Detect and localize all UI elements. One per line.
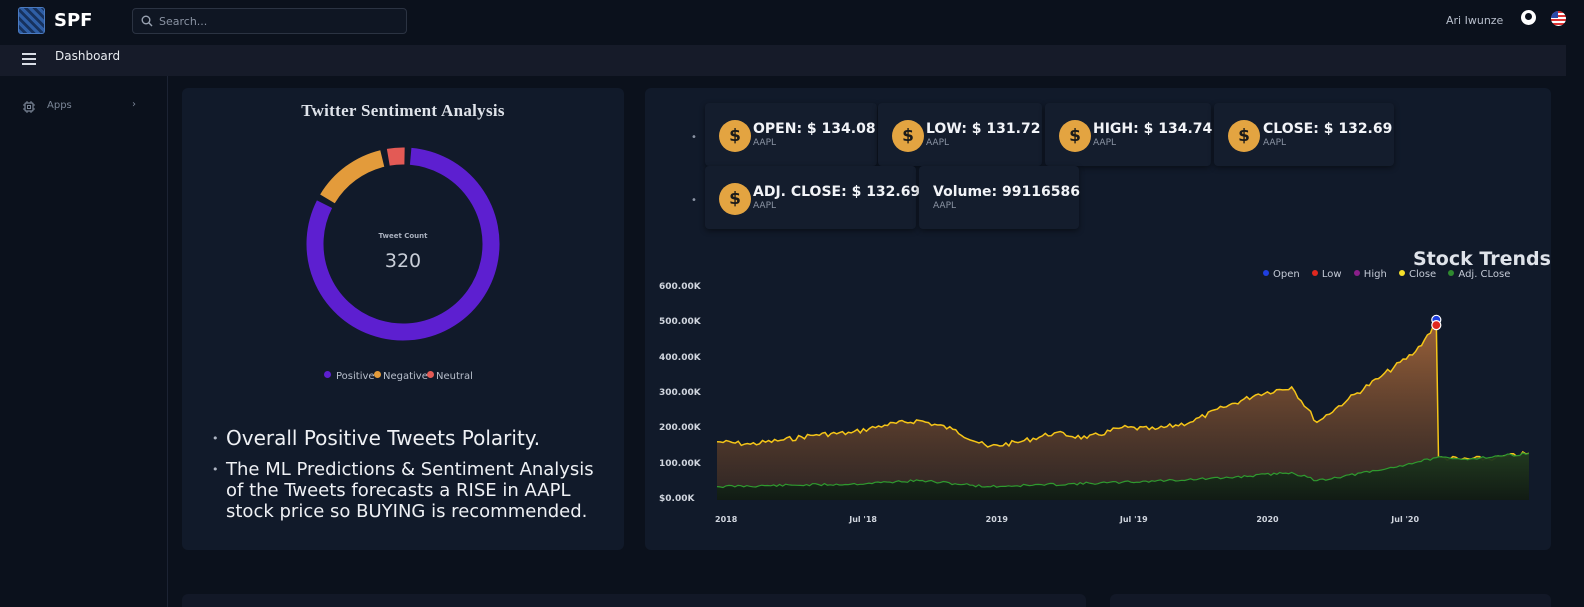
- legend-positive[interactable]: Positive: [324, 371, 375, 382]
- legend-high[interactable]: High: [1353, 269, 1387, 280]
- stat-adj-close: $ ADJ. CLOSE: $ 132.69 AAPL: [705, 166, 920, 229]
- dollar-coin-icon: $: [1228, 120, 1260, 152]
- prediction-list: Overall Positive Tweets Polarity. The ML…: [212, 428, 602, 527]
- bottom-card-right: [1110, 594, 1551, 607]
- dollar-coin-icon: $: [1059, 120, 1091, 152]
- stat-volume: Volume: 99116586 AAPL: [919, 166, 1080, 229]
- y-tick-label: 600.00K: [659, 282, 701, 292]
- search-icon: [141, 15, 153, 27]
- sidebar-item-label: Apps: [47, 100, 72, 111]
- sentiment-card: Twitter Sentiment Analysis Tweet Count 3…: [182, 88, 624, 550]
- dollar-coin-icon: $: [892, 120, 924, 152]
- sentiment-title: Twitter Sentiment Analysis: [301, 101, 505, 120]
- stat-high: $ HIGH: $ 134.74 AAPL: [1045, 103, 1212, 166]
- x-tick-label: 2020: [1256, 515, 1279, 524]
- y-tick-label: 500.00K: [659, 317, 701, 328]
- x-tick-label: Jul '20: [1391, 515, 1420, 524]
- y-tick-label: 100.00K: [659, 458, 701, 469]
- y-tick-label: $0.00K: [659, 494, 695, 504]
- stock-card: • • $ OPEN: $ 134.08 AAPL $ LOW: $ 131.7…: [645, 88, 1551, 550]
- marker-low[interactable]: [1431, 319, 1442, 331]
- stock-trends-chart: [717, 314, 1529, 500]
- legend-close[interactable]: Close: [1398, 269, 1436, 280]
- app-logo[interactable]: [18, 7, 45, 34]
- x-tick-label: Jul '19: [1119, 515, 1148, 524]
- search-box[interactable]: [132, 8, 407, 34]
- donut-total: 320: [384, 250, 422, 272]
- legend-negative[interactable]: Negative: [374, 371, 428, 382]
- search-input[interactable]: [159, 12, 399, 30]
- user-name[interactable]: Ari Iwunze: [1446, 14, 1504, 27]
- stock-trends-legend: Open Low High Close Adj. CLose: [1263, 269, 1519, 280]
- legend-adj-close[interactable]: Adj. CLose: [1448, 269, 1510, 280]
- series-line-adj-close[interactable]: [717, 452, 1529, 489]
- sentiment-donut-chart: [306, 147, 500, 341]
- chevron-right-icon: ›: [132, 99, 136, 110]
- dollar-coin-icon: $: [719, 183, 751, 215]
- stock-trends-title: Stock Trends: [1413, 248, 1551, 270]
- series-line-close[interactable]: [717, 321, 1529, 462]
- legend-open[interactable]: Open: [1263, 269, 1300, 280]
- hamburger-menu-icon[interactable]: [22, 53, 36, 65]
- donut-segment-neutral[interactable]: [386, 147, 405, 166]
- stat-low: $ LOW: $ 131.72 AAPL: [878, 103, 1042, 166]
- x-tick-label: Jul '18: [849, 515, 877, 524]
- donut-segment-negative[interactable]: [320, 150, 385, 204]
- donut-segment-positive[interactable]: [306, 147, 500, 341]
- top-navbar: SPF Ari Iwunze: [0, 0, 1584, 45]
- sidebar: Apps ›: [0, 76, 168, 607]
- y-tick-label: 400.00K: [659, 352, 701, 363]
- legend-low[interactable]: Low: [1311, 269, 1342, 280]
- bottom-card-left: [182, 594, 1086, 607]
- prediction-polarity: Overall Positive Tweets Polarity.: [212, 428, 602, 450]
- x-tick-label: 2019: [985, 515, 1008, 524]
- breadcrumb-bar: Dashboard: [0, 45, 1566, 76]
- donut-caption: Tweet Count: [378, 232, 428, 240]
- series-area-adj-close: [717, 452, 1529, 500]
- us-flag-icon[interactable]: [1551, 11, 1566, 26]
- stat-close: $ CLOSE: $ 132.69 AAPL: [1214, 103, 1394, 166]
- github-icon[interactable]: [1521, 10, 1536, 25]
- legend-neutral[interactable]: Neutral: [427, 371, 473, 382]
- stat-open: $ OPEN: $ 134.08 AAPL: [705, 103, 877, 166]
- x-tick-label: 2018: [715, 515, 738, 524]
- dollar-coin-icon: $: [719, 120, 751, 152]
- series-area-close: [717, 323, 1529, 500]
- chip-icon: [23, 101, 35, 113]
- y-tick-label: 300.00K: [659, 388, 701, 398]
- prediction-recommendation: The ML Predictions & Sentiment Analysis …: [212, 459, 602, 522]
- y-tick-label: 200.00K: [659, 423, 701, 434]
- app-name[interactable]: SPF: [54, 10, 93, 31]
- page-title: Dashboard: [55, 49, 121, 63]
- sidebar-item-apps[interactable]: Apps ›: [22, 99, 142, 115]
